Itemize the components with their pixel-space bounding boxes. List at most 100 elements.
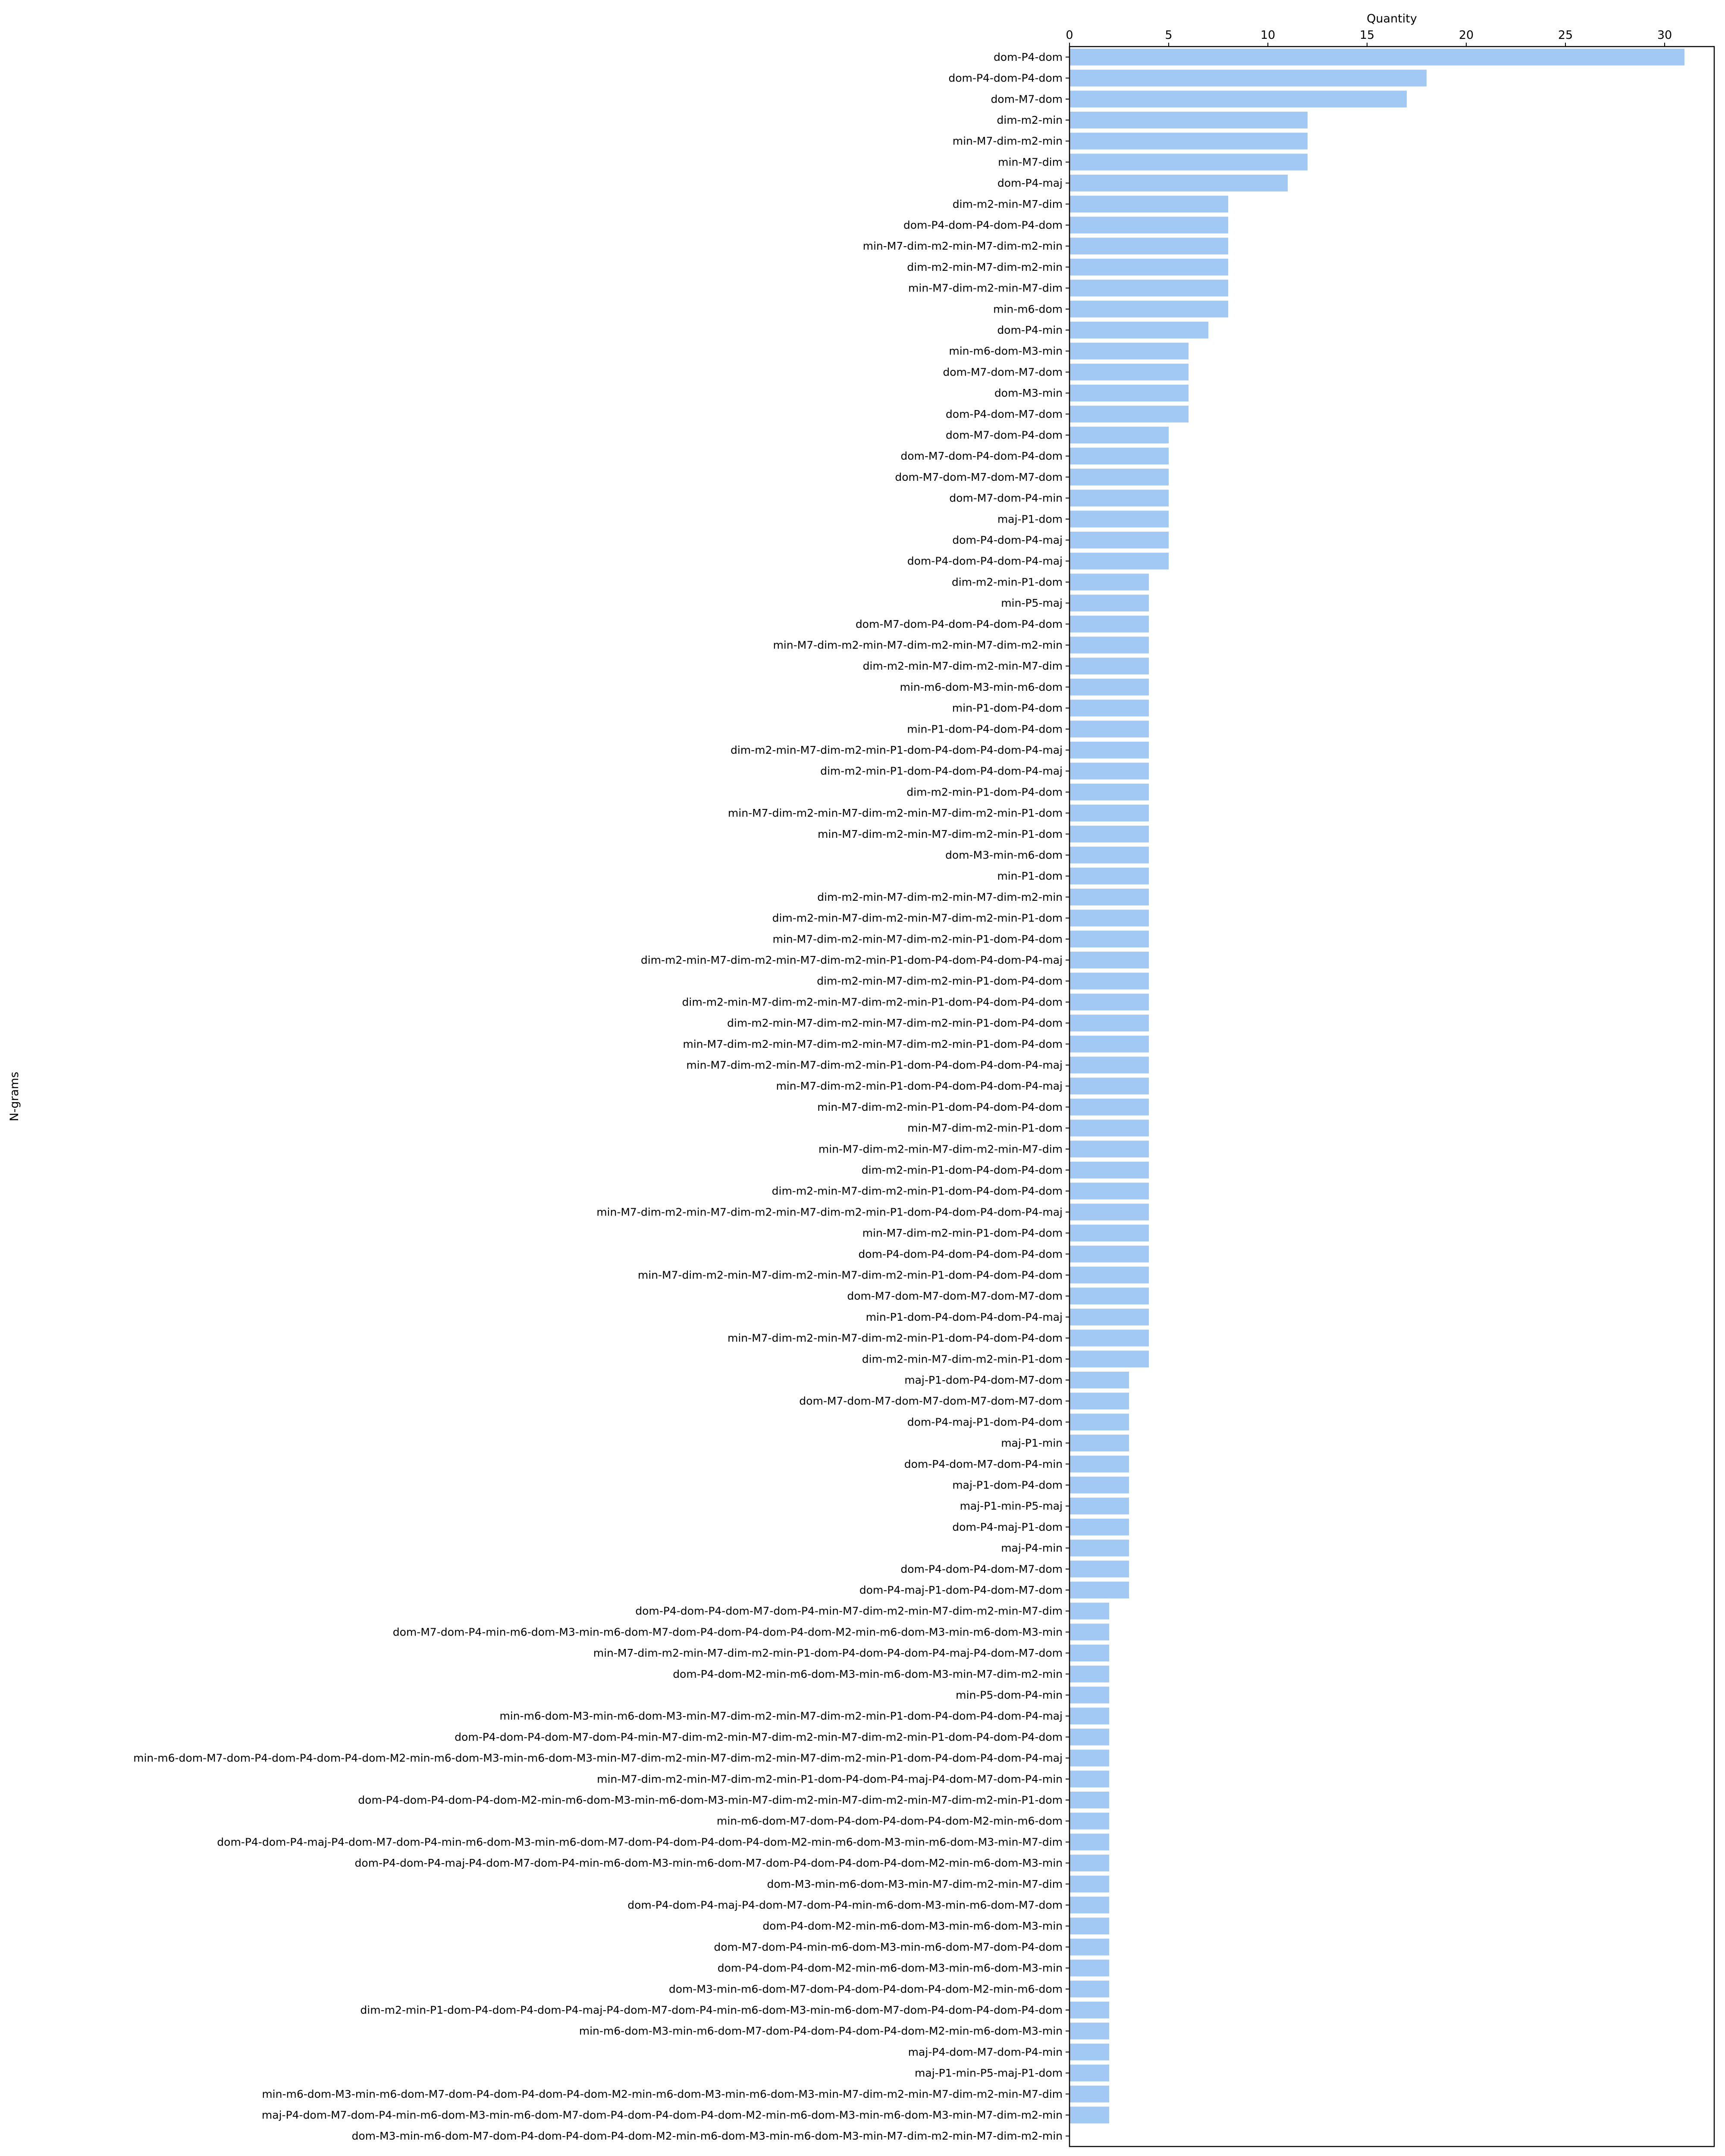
bar-18 (1070, 426, 1169, 444)
category-label-32: min-P1-dom-P4-dom-P4-dom (907, 723, 1063, 735)
category-label-30: min-m6-dom-M3-min-m6-dom (900, 681, 1063, 693)
bar-86 (1070, 1855, 1109, 1872)
bar-74 (1070, 1602, 1109, 1620)
bar-52 (1070, 1141, 1149, 1158)
bar-60 (1070, 1308, 1149, 1326)
bar-47 (1070, 1035, 1149, 1053)
bar-61 (1070, 1329, 1149, 1347)
bar-76 (1070, 1645, 1109, 1662)
bar-55 (1070, 1203, 1149, 1221)
bar-10 (1070, 258, 1228, 276)
category-label-35: dim-m2-min-P1-dom-P4-dom (906, 786, 1063, 798)
category-label-75: dom-M7-dom-P4-min-m6-dom-M3-min-m6-dom-M… (393, 1626, 1063, 1638)
category-label-17: dom-P4-dom-M7-dom (946, 408, 1063, 420)
bar-58 (1070, 1266, 1149, 1284)
bar-73 (1070, 1581, 1129, 1598)
bar-83 (1070, 1791, 1109, 1808)
bar-14 (1070, 342, 1189, 360)
category-label-34: dim-m2-min-P1-dom-P4-dom-P4-dom-P4-maj (820, 765, 1063, 777)
bar-57 (1070, 1245, 1149, 1263)
category-label-39: min-P1-dom (997, 870, 1063, 882)
category-label-73: dom-P4-maj-P1-dom-P4-dom-M7-dom (859, 1584, 1063, 1596)
category-label-47: min-M7-dim-m2-min-M7-dim-m2-min-M7-dim-m… (683, 1038, 1063, 1050)
category-label-27: dom-M7-dom-P4-dom-P4-dom-P4-dom (856, 618, 1063, 630)
bar-53 (1070, 1161, 1149, 1178)
x-axis-title: Quantity (1367, 12, 1417, 25)
bar-81 (1070, 1749, 1109, 1767)
category-label-16: dom-M3-min (994, 387, 1063, 399)
category-label-88: dom-P4-dom-P4-maj-P4-dom-M7-dom-P4-min-m… (627, 1899, 1063, 1911)
bar-25 (1070, 573, 1149, 591)
bar-29 (1070, 658, 1149, 675)
category-label-63: maj-P1-dom-P4-dom-M7-dom (904, 1374, 1063, 1386)
category-label-58: min-M7-dim-m2-min-M7-dim-m2-min-M7-dim-m… (638, 1269, 1063, 1281)
bar-7 (1070, 195, 1228, 213)
category-label-50: min-M7-dim-m2-min-P1-dom-P4-dom-P4-dom (817, 1101, 1063, 1113)
category-label-14: min-m6-dom-M3-min (949, 345, 1063, 357)
x-tick-label-4: 20 (1459, 28, 1474, 42)
bar-45 (1070, 993, 1149, 1011)
category-label-70: dom-P4-maj-P1-dom (952, 1521, 1063, 1533)
bar-22 (1070, 511, 1169, 528)
category-label-96: maj-P1-min-P5-maj-P1-dom (915, 2067, 1063, 2079)
bar-37 (1070, 825, 1149, 843)
bar-92 (1070, 1981, 1109, 1998)
bar-62 (1070, 1351, 1149, 1368)
category-label-56: min-M7-dim-m2-min-P1-dom-P4-dom (862, 1227, 1063, 1239)
category-labels-group: dom-P4-dom dom-P4-dom-P4-dom dom-M7-dom dim… (133, 51, 1070, 2142)
category-label-95: maj-P4-dom-M7-dom-P4-min (908, 2046, 1063, 2058)
category-label-18: dom-M7-dom-P4-dom (946, 429, 1063, 441)
category-label-81: min-m6-dom-M7-dom-P4-dom-P4-dom-P4-dom-M… (133, 1752, 1063, 1764)
bar-91 (1070, 1959, 1109, 1977)
bar-63 (1070, 1371, 1129, 1388)
bar-21 (1070, 489, 1169, 507)
category-label-31: min-P1-dom-P4-dom (952, 702, 1063, 714)
category-label-2: dom-M7-dom (991, 93, 1063, 105)
category-label-10: dim-m2-min-M7-dim-m2-min (907, 261, 1063, 273)
category-label-55: min-M7-dim-m2-min-M7-dim-m2-min-M7-dim-m… (596, 1206, 1063, 1218)
bar-33 (1070, 741, 1149, 758)
bar-51 (1070, 1119, 1149, 1137)
bar-84 (1070, 1812, 1109, 1830)
category-label-67: dom-P4-dom-M7-dom-P4-min (904, 1458, 1063, 1470)
category-label-19: dom-M7-dom-P4-dom-P4-dom (900, 450, 1063, 462)
category-label-37: min-M7-dim-m2-min-M7-dim-m2-min-P1-dom (818, 828, 1063, 840)
category-label-25: dim-m2-min-P1-dom (952, 576, 1063, 588)
bar-27 (1070, 615, 1149, 633)
bar-96 (1070, 2065, 1109, 2082)
bar-19 (1070, 448, 1169, 465)
bar-49 (1070, 1078, 1149, 1095)
bar-2 (1070, 91, 1407, 108)
bar-9 (1070, 238, 1228, 255)
bar-41 (1070, 909, 1149, 927)
category-label-23: dom-P4-dom-P4-maj (952, 534, 1063, 546)
category-label-69: maj-P1-min-P5-maj (960, 1500, 1063, 1512)
x-tick-label-3: 15 (1360, 28, 1374, 42)
category-label-12: min-m6-dom (993, 303, 1063, 315)
bar-38 (1070, 846, 1149, 864)
plot-frame (1069, 46, 1715, 2147)
bar-70 (1070, 1518, 1129, 1536)
category-label-49: min-M7-dim-m2-min-P1-dom-P4-dom-P4-dom-P… (776, 1080, 1063, 1092)
category-label-74: dom-P4-dom-P4-dom-M7-dom-P4-min-M7-dim-m… (635, 1605, 1063, 1617)
bar-39 (1070, 868, 1149, 885)
category-label-62: dim-m2-min-M7-dim-m2-min-P1-dom (862, 1353, 1063, 1365)
category-label-46: dim-m2-min-M7-dim-m2-min-M7-dim-m2-min-P… (727, 1017, 1063, 1029)
category-label-36: min-M7-dim-m2-min-M7-dim-m2-min-M7-dim-m… (728, 807, 1063, 819)
bar-75 (1070, 1623, 1109, 1641)
category-label-6: dom-P4-maj (997, 177, 1063, 189)
category-label-28: min-M7-dim-m2-min-M7-dim-m2-min-M7-dim-m… (773, 639, 1063, 651)
bar-30 (1070, 678, 1149, 696)
category-label-20: dom-M7-dom-M7-dom-M7-dom (895, 471, 1063, 483)
bar-97 (1070, 2085, 1109, 2103)
bar-5 (1070, 154, 1308, 171)
category-label-57: dom-P4-dom-P4-dom-P4-dom-P4-dom (858, 1248, 1063, 1260)
bar-88 (1070, 1896, 1109, 1914)
category-label-8: dom-P4-dom-P4-dom-P4-dom (903, 219, 1063, 231)
bar-65 (1070, 1413, 1129, 1431)
category-label-45: dim-m2-min-M7-dim-m2-min-M7-dim-m2-min-P… (682, 996, 1063, 1008)
y-axis-title: N-grams (8, 1072, 21, 1121)
category-label-87: dom-M3-min-m6-dom-M3-min-M7-dim-m2-min-M… (767, 1878, 1063, 1890)
category-label-60: min-P1-dom-P4-dom-P4-dom-P4-maj (866, 1311, 1063, 1323)
category-label-21: dom-M7-dom-P4-min (949, 492, 1063, 505)
